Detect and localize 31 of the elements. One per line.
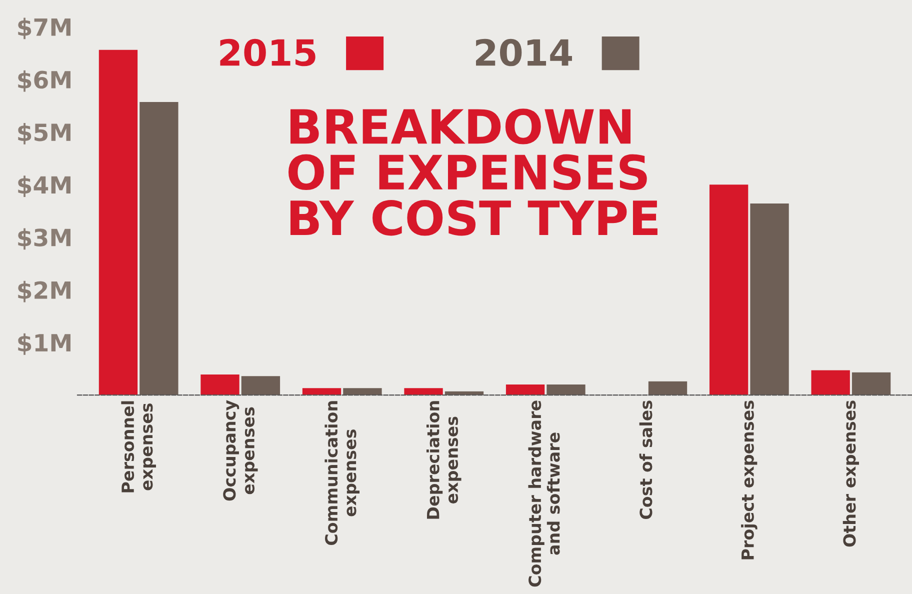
y-tick-label: $2M: [18, 280, 70, 302]
bar: [811, 370, 850, 396]
y-tick-label: $5M: [18, 122, 70, 144]
bar: [709, 184, 748, 396]
bar: [98, 50, 138, 396]
y-tick-label: $4M: [18, 176, 70, 198]
y-tick-label: $6M: [18, 70, 70, 92]
x-tick-label: Occupancy expenses: [223, 400, 258, 501]
bar: [200, 374, 240, 396]
bar: [241, 376, 280, 396]
bar: [852, 372, 891, 396]
y-tick-label: $3M: [18, 228, 70, 250]
x-tick-label: Personnel expenses: [121, 401, 156, 492]
x-tick-label: Project expenses: [741, 400, 758, 560]
y-tick-label: $7M: [18, 18, 70, 40]
bar: [506, 384, 545, 396]
y-tick-label: $1M: [18, 333, 70, 355]
legend-label: 2015: [220, 38, 316, 66]
bar: [140, 102, 178, 396]
x-tick-label: Computer hardware and software: [528, 400, 560, 587]
x-tick-label: Other expenses: [842, 400, 860, 547]
bar: [404, 388, 443, 396]
text: BREAKDOWN OF EXPENSES BY COST TYPE: [288, 108, 658, 236]
legend-label: 2014: [476, 38, 572, 66]
bar: [343, 388, 382, 396]
bar: [750, 204, 789, 396]
x-tick-label: Communication expenses: [324, 401, 360, 546]
bar: [546, 384, 586, 396]
x-tick-label: Cost of sales: [639, 400, 652, 520]
bar: [648, 381, 688, 396]
bar: [302, 388, 342, 396]
